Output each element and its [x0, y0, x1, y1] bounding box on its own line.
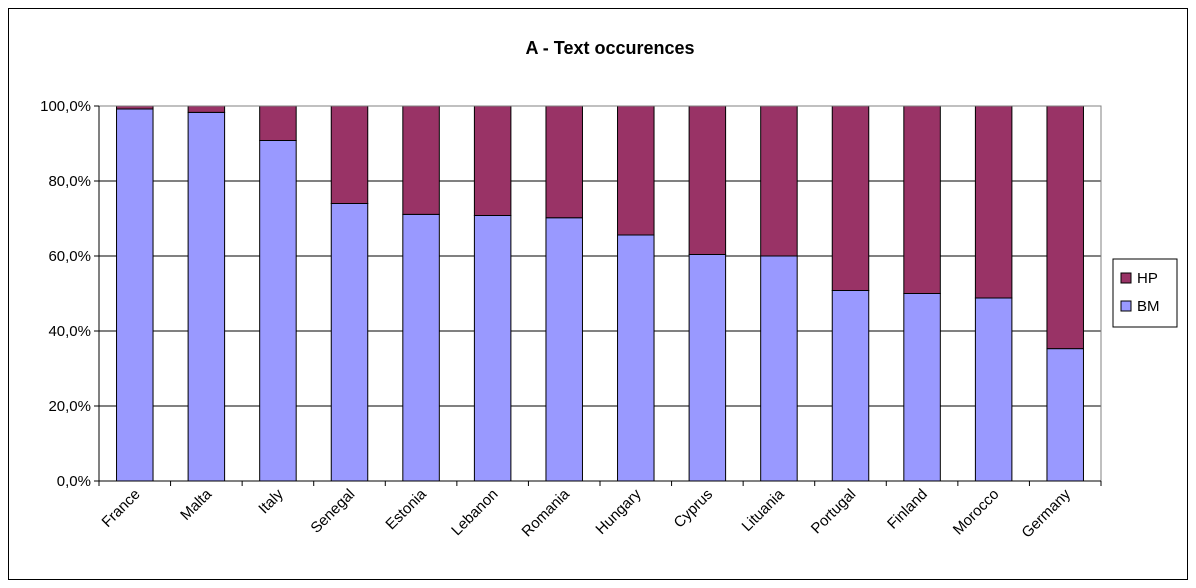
bar-bm-morocco — [974, 297, 1013, 482]
x-tick-label: Italy — [255, 485, 287, 517]
y-tick-label: 40,0% — [48, 323, 91, 340]
x-tick-label: Lebanon — [448, 486, 501, 539]
legend-swatch-hp — [1120, 272, 1132, 284]
y-axis-ticks: 0,0% 20,0% 40,0% 60,0% 80,0% 100,0% — [40, 98, 99, 490]
bar-bm-finland — [903, 293, 941, 482]
bar-bm-cyprus — [688, 254, 727, 482]
bar-hp-hungary — [617, 105, 655, 236]
bar-hp-estonia — [402, 105, 440, 215]
x-tick-label: Morocco — [950, 486, 1003, 539]
bar-hp-romania — [545, 105, 583, 219]
legend: HP BM — [1112, 258, 1178, 328]
bar-hp-malta — [187, 105, 226, 113]
x-tick-label: France — [99, 486, 144, 531]
bar-hp-finland — [903, 105, 941, 294]
plot-background — [99, 106, 1101, 481]
bar-bm-portugal — [831, 290, 870, 482]
legend-swatch-bm — [1120, 300, 1132, 312]
y-tick-label: 80,0% — [48, 173, 91, 190]
bar-hp-lituania — [760, 105, 798, 257]
bar-bm-lebanon — [473, 215, 512, 482]
x-tick-label: Romania — [519, 485, 574, 540]
bar-hp-senegal — [330, 105, 369, 204]
bar-hp-morocco — [974, 105, 1013, 299]
x-tick-label: Portugal — [808, 486, 860, 538]
bar-bm-estonia — [402, 213, 440, 482]
chart-frame: A - Text occurences 0,0% 20,0% 40,0% 60,0% 8… — [8, 8, 1188, 580]
x-tick-label: Estonia — [382, 485, 430, 533]
bar-bm-germany — [1046, 348, 1084, 482]
legend-label-hp: HP — [1137, 270, 1158, 287]
x-tick-label: Cyprus — [671, 486, 717, 532]
bar-hp-germany — [1046, 105, 1084, 350]
x-tick-label: Lituania — [739, 485, 789, 535]
x-tick-label: Senegal — [307, 486, 358, 537]
x-tick-label: Malta — [177, 485, 215, 523]
bar-bm-malta — [187, 111, 226, 482]
x-tick-label: Hungary — [592, 485, 644, 537]
bar-bm-senegal — [330, 203, 369, 482]
y-tick-label: 60,0% — [48, 248, 91, 265]
x-tick-label: Finland — [884, 486, 931, 533]
legend-label-bm: BM — [1137, 298, 1160, 315]
y-tick-label: 100,0% — [40, 98, 91, 115]
y-tick-label: 0,0% — [57, 473, 91, 490]
bar-bm-romania — [545, 217, 583, 482]
bar-hp-cyprus — [688, 105, 727, 255]
bar-bm-france — [116, 108, 154, 482]
bar-hp-italy — [259, 105, 297, 141]
x-axis-ticks: France Malta Italy Senegal Estonia Lebanon Rom… — [98, 481, 1102, 541]
bar-bm-italy — [259, 140, 297, 482]
bar-hp-portugal — [831, 105, 870, 291]
legend-box — [1112, 258, 1178, 328]
bar-hp-lebanon — [473, 105, 512, 216]
chart-title: A - Text occurences — [525, 38, 694, 58]
bar-bm-hungary — [617, 234, 655, 482]
x-tick-label: Germany — [1018, 485, 1074, 541]
plot-area — [99, 106, 1101, 481]
bars — [116, 105, 1084, 482]
bar-bm-lituania — [760, 255, 798, 482]
bar-chart: A - Text occurences 0,0% 20,0% 40,0% 60,0% 8… — [40, 38, 1178, 541]
y-tick-label: 20,0% — [48, 398, 91, 415]
